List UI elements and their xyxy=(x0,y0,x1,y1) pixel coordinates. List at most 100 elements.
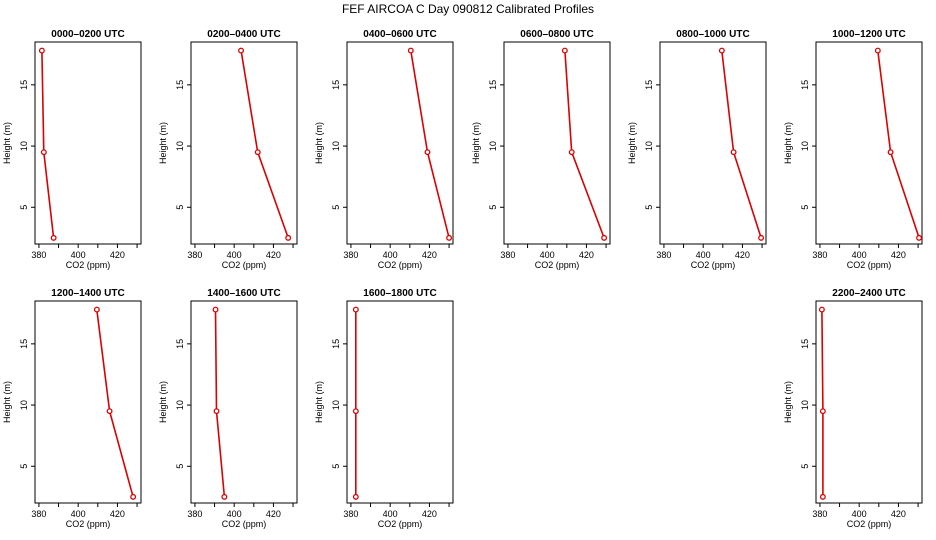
y-tick-label: 15 xyxy=(175,339,185,349)
profile-line xyxy=(821,309,824,497)
profile-line xyxy=(240,50,289,239)
profile-point xyxy=(352,306,359,313)
x-tick-label: 400 xyxy=(852,509,867,519)
x-tick-label: 400 xyxy=(71,250,86,260)
profile-point xyxy=(446,234,453,241)
y-tick-label: 15 xyxy=(488,80,498,90)
profile-point xyxy=(561,47,568,54)
panel-title: 0600–0800 UTC xyxy=(520,29,593,40)
x-tick-label: 420 xyxy=(891,250,906,260)
x-tick-label: 380 xyxy=(343,250,358,260)
y-tick-label: 10 xyxy=(800,400,810,410)
profile-line xyxy=(214,309,226,497)
x-tick-label: 420 xyxy=(422,509,437,519)
y-axis-label: Height (m) xyxy=(471,122,481,164)
profile-point xyxy=(916,234,923,241)
x-axis-label: CO2 (ppm) xyxy=(222,519,267,529)
y-tick-label: 10 xyxy=(19,400,29,410)
profile-panel: 0000–0200 UTC 380 400 420 5 10 15 CO2 (ppm) Heig… xyxy=(2,29,142,270)
profile-point xyxy=(238,47,245,54)
x-axis-label: CO2 (ppm) xyxy=(847,519,892,529)
y-axis-label: Height (m) xyxy=(314,381,324,423)
profile-point xyxy=(601,234,608,241)
profile-line xyxy=(721,50,762,239)
y-axis-label: Height (m) xyxy=(314,122,324,164)
x-tick-label: 380 xyxy=(343,509,358,519)
profile-point xyxy=(285,234,292,241)
y-tick-label: 5 xyxy=(644,205,654,210)
plot-frame xyxy=(190,300,298,504)
profile-point xyxy=(38,47,45,54)
y-tick-label: 10 xyxy=(644,141,654,151)
profile-panel: 1600–1800 UTC 380 400 420 5 10 15 CO2 (ppm) Heig… xyxy=(314,288,454,529)
profile-point xyxy=(130,493,137,500)
profile-point xyxy=(568,149,575,156)
plot-frame xyxy=(346,41,454,245)
panel-title: 2200–2400 UTC xyxy=(832,288,905,299)
panel-title: 1400–1600 UTC xyxy=(207,288,280,299)
x-tick-label: 420 xyxy=(266,509,281,519)
profile-point xyxy=(818,306,825,313)
profile-point xyxy=(874,47,881,54)
x-axis-label: CO2 (ppm) xyxy=(222,260,267,270)
x-axis-label: CO2 (ppm) xyxy=(691,260,736,270)
y-tick-label: 5 xyxy=(800,464,810,469)
y-tick-label: 15 xyxy=(331,80,341,90)
profile-point xyxy=(718,47,725,54)
x-tick-label: 380 xyxy=(31,509,46,519)
profile-point xyxy=(887,149,894,156)
y-tick-label: 15 xyxy=(644,80,654,90)
profile-panel: 1200–1400 UTC 380 400 420 5 10 15 CO2 (ppm) Heig… xyxy=(2,288,142,529)
x-tick-label: 380 xyxy=(500,250,515,260)
profile-point xyxy=(106,408,113,415)
profile-point xyxy=(730,149,737,156)
x-tick-label: 400 xyxy=(383,250,398,260)
y-axis-label: Height (m) xyxy=(783,381,793,423)
profile-panel: 0200–0400 UTC 380 400 420 5 10 15 CO2 (ppm) Heig… xyxy=(158,29,298,270)
x-axis-label: CO2 (ppm) xyxy=(535,260,580,270)
y-tick-label: 10 xyxy=(175,141,185,151)
x-axis-label: CO2 (ppm) xyxy=(66,519,111,529)
profile-panel: 1400–1600 UTC 380 400 420 5 10 15 CO2 (ppm) Heig… xyxy=(158,288,298,529)
profile-point xyxy=(93,306,100,313)
panel-title: 0800–1000 UTC xyxy=(676,29,749,40)
x-tick-label: 400 xyxy=(696,250,711,260)
y-axis-label: Height (m) xyxy=(158,381,168,423)
panels-grid: 0000–0200 UTC 380 400 420 5 10 15 CO2 (ppm) Heig… xyxy=(2,29,923,529)
profile-point xyxy=(407,47,414,54)
profile-point xyxy=(758,234,765,241)
panel-title: 1000–1200 UTC xyxy=(832,29,905,40)
x-tick-label: 380 xyxy=(187,250,202,260)
profile-line xyxy=(96,309,134,498)
x-tick-label: 380 xyxy=(812,509,827,519)
profile-point xyxy=(424,149,431,156)
y-axis-label: Height (m) xyxy=(783,122,793,164)
y-axis-label: Height (m) xyxy=(2,122,12,164)
x-tick-label: 380 xyxy=(31,250,46,260)
y-tick-label: 5 xyxy=(175,464,185,469)
y-tick-label: 15 xyxy=(175,80,185,90)
y-tick-label: 10 xyxy=(331,141,341,151)
profile-panel: 0800–1000 UTC 380 400 420 5 10 15 CO2 (ppm) Heig… xyxy=(627,29,767,270)
profile-line xyxy=(564,50,605,239)
plot-frame xyxy=(34,41,142,245)
y-tick-label: 10 xyxy=(800,141,810,151)
y-tick-label: 10 xyxy=(331,400,341,410)
panel-title: 0200–0400 UTC xyxy=(207,29,280,40)
profile-point xyxy=(352,493,359,500)
profile-point xyxy=(352,408,359,415)
x-tick-label: 420 xyxy=(266,250,281,260)
x-tick-label: 420 xyxy=(891,509,906,519)
profile-panel: 0400–0600 UTC 380 400 420 5 10 15 CO2 (ppm) Heig… xyxy=(314,29,454,270)
y-tick-label: 5 xyxy=(19,205,29,210)
panel-title: 0400–0600 UTC xyxy=(363,29,436,40)
plot-frame xyxy=(659,41,767,245)
y-axis-label: Height (m) xyxy=(627,122,637,164)
y-tick-label: 5 xyxy=(331,464,341,469)
profile-point xyxy=(221,493,228,500)
x-tick-label: 420 xyxy=(422,250,437,260)
y-tick-label: 15 xyxy=(19,80,29,90)
x-tick-label: 420 xyxy=(110,509,125,519)
x-tick-label: 400 xyxy=(227,509,242,519)
